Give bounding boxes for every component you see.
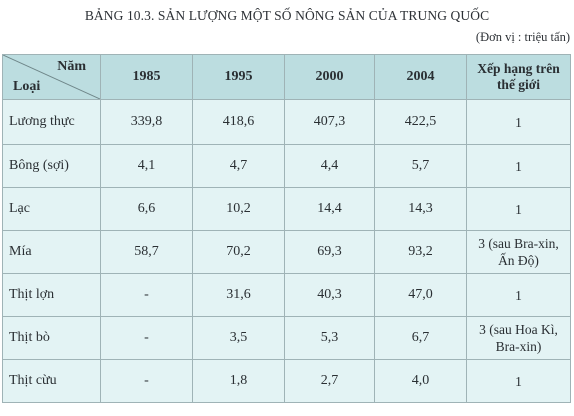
year-header: 1985 bbox=[100, 54, 193, 100]
table-cell: 4,7 bbox=[192, 144, 285, 188]
row-label: Lương thực bbox=[2, 99, 101, 145]
table-cell: 4,4 bbox=[284, 144, 375, 188]
table-cell: 14,3 bbox=[374, 187, 467, 231]
table-cell: - bbox=[100, 359, 193, 403]
year-header: 1995 bbox=[192, 54, 285, 100]
table-cell: 422,5 bbox=[374, 99, 467, 145]
corner-type-label: Loại bbox=[13, 79, 41, 94]
table-cell: 47,0 bbox=[374, 273, 467, 317]
production-table: Năm Loại 1985 1995 2000 2004 Xếp hạng tr… bbox=[2, 54, 571, 403]
table-cell: 418,6 bbox=[192, 99, 285, 145]
table-cell: 4,1 bbox=[100, 144, 193, 188]
year-header: 2000 bbox=[284, 54, 375, 100]
row-label: Thịt lợn bbox=[2, 273, 101, 317]
unit-note: (Đơn vị : triệu tấn) bbox=[475, 30, 570, 44]
table-row: Thịt cừu - 1,8 2,7 4,0 1 bbox=[2, 359, 571, 403]
table-cell: 3,5 bbox=[192, 316, 285, 360]
table-cell: 5,7 bbox=[374, 144, 467, 188]
table-cell: 93,2 bbox=[374, 230, 467, 274]
rank-line: Ấn Độ) bbox=[498, 253, 539, 268]
table-cell: 69,3 bbox=[284, 230, 375, 274]
table-title: BẢNG 10.3. SẢN LƯỢNG MỘT SỐ NÔNG SẢN CỦA… bbox=[84, 8, 490, 23]
table-cell: 70,2 bbox=[192, 230, 285, 274]
rank-header: Xếp hạng trên thế giới bbox=[466, 54, 571, 100]
rank-header-line: thế giới bbox=[496, 77, 541, 92]
year-header: 2004 bbox=[374, 54, 467, 100]
rank-cell: 3 (sau Bra-xin, Ấn Độ) bbox=[466, 230, 571, 274]
table-cell: 40,3 bbox=[284, 273, 375, 317]
table-row: Lạc 6,6 10,2 14,4 14,3 1 bbox=[2, 187, 571, 231]
rank-cell: 1 bbox=[466, 273, 571, 317]
table-cell: 10,2 bbox=[192, 187, 285, 231]
table-cell: 14,4 bbox=[284, 187, 375, 231]
rank-cell: 1 bbox=[466, 144, 571, 188]
table-cell: 6,7 bbox=[374, 316, 467, 360]
rank-line: Bra-xin) bbox=[495, 339, 542, 354]
rank-header-line: Xếp hạng trên bbox=[477, 61, 560, 76]
table-row: Mía 58,7 70,2 69,3 93,2 3 (sau Bra-xin, … bbox=[2, 230, 571, 274]
rank-cell: 3 (sau Hoa Kì, Bra-xin) bbox=[466, 316, 571, 360]
row-label: Thịt bò bbox=[2, 316, 101, 360]
table-cell: 5,3 bbox=[284, 316, 375, 360]
table-row: Thịt lợn - 31,6 40,3 47,0 1 bbox=[2, 273, 571, 317]
rank-cell: 1 bbox=[466, 187, 571, 231]
table-cell: - bbox=[100, 316, 193, 360]
rank-line: 1 bbox=[515, 287, 522, 303]
table-cell: 407,3 bbox=[284, 99, 375, 145]
rank-line: 1 bbox=[515, 201, 522, 217]
rank-cell: 1 bbox=[466, 99, 571, 145]
table-row: Lương thực 339,8 418,6 407,3 422,5 1 bbox=[2, 99, 571, 145]
rank-cell: 1 bbox=[466, 359, 571, 403]
table-cell: 58,7 bbox=[100, 230, 193, 274]
row-label: Bông (sợi) bbox=[2, 144, 101, 188]
diagonal-divider bbox=[3, 55, 100, 99]
row-label: Mía bbox=[2, 230, 101, 274]
table-cell: 6,6 bbox=[100, 187, 193, 231]
table-row: Thịt bò - 3,5 5,3 6,7 3 (sau Hoa Kì, Bra… bbox=[2, 316, 571, 360]
row-label: Lạc bbox=[2, 187, 101, 231]
corner-year-label: Năm bbox=[57, 59, 86, 74]
row-label: Thịt cừu bbox=[2, 359, 101, 403]
table-row: Bông (sợi) 4,1 4,7 4,4 5,7 1 bbox=[2, 144, 571, 188]
rank-line: 3 (sau Hoa Kì, bbox=[479, 322, 558, 337]
rank-line: 1 bbox=[515, 158, 522, 174]
rank-line: 1 bbox=[515, 373, 522, 389]
table-cell: 339,8 bbox=[100, 99, 193, 145]
rank-line: 1 bbox=[515, 114, 522, 130]
corner-header: Năm Loại bbox=[2, 54, 101, 100]
table-cell: 4,0 bbox=[374, 359, 467, 403]
table-cell: 31,6 bbox=[192, 273, 285, 317]
header-row: Năm Loại 1985 1995 2000 2004 Xếp hạng tr… bbox=[2, 54, 571, 100]
table-cell: 1,8 bbox=[192, 359, 285, 403]
table-cell: - bbox=[100, 273, 193, 317]
rank-line: 3 (sau Bra-xin, bbox=[478, 236, 559, 251]
table-cell: 2,7 bbox=[284, 359, 375, 403]
